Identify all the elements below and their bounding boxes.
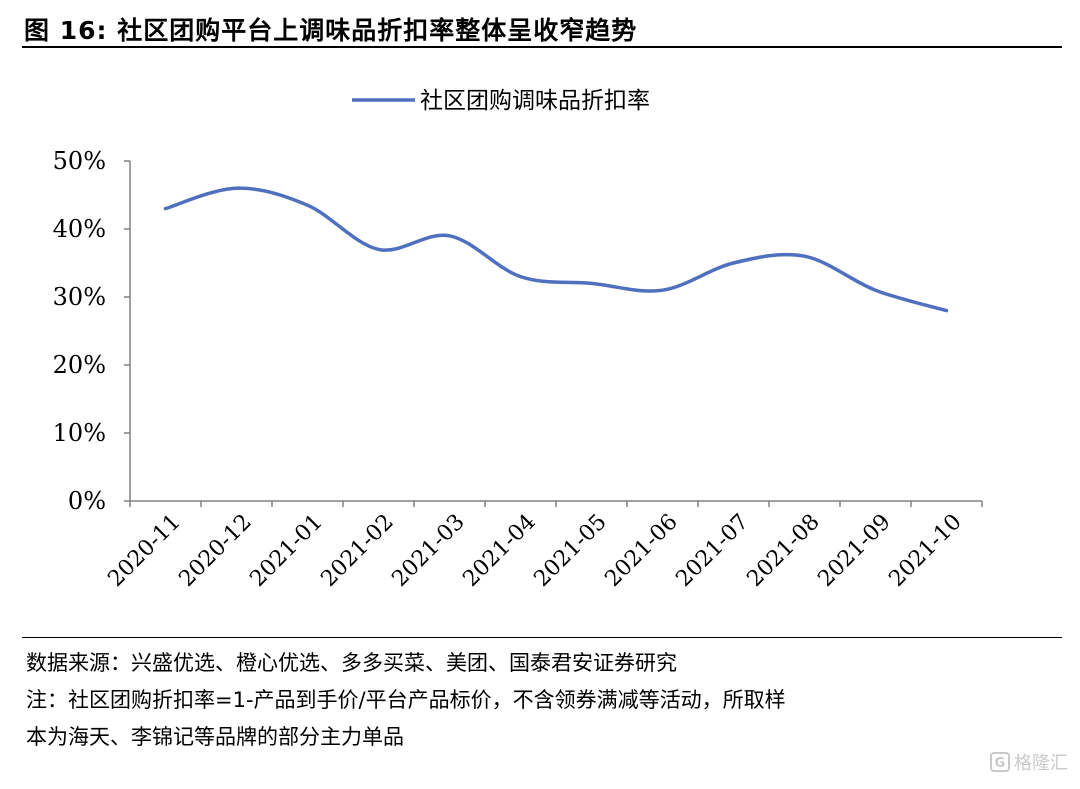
gelonghui-logo-icon: G — [990, 752, 1010, 772]
footnote-line-1: 注：社区团购折扣率=1-产品到手价/平台产品标价，不含领券满减等活动，所取样 — [26, 688, 786, 712]
watermark-text: 格隆汇 — [1014, 753, 1068, 774]
x-tick-label: 2021-03 — [387, 510, 469, 592]
x-tick-label: 2021-05 — [529, 510, 611, 592]
x-tick-label: 2021-07 — [671, 510, 753, 592]
x-tick-label: 2020-11 — [103, 510, 185, 592]
figure-notes: 数据来源：兴盛优选、橙心优选、多多买菜、美团、国泰君安证券研究 注：社区团购折扣… — [26, 645, 1056, 756]
y-tick-label: 40% — [53, 215, 106, 243]
top-rule — [22, 46, 1062, 48]
y-tick-label: 50% — [53, 147, 106, 175]
y-tick-label: 30% — [53, 283, 106, 311]
y-tick-label: 20% — [53, 351, 106, 379]
x-tick-label: 2021-02 — [316, 510, 398, 592]
figure-header: 图 16: 社区团购平台上调味品折扣率整体呈收窄趋势 — [22, 8, 1062, 45]
source-note: 数据来源：兴盛优选、橙心优选、多多买菜、美团、国泰君安证券研究 — [26, 651, 677, 675]
y-tick-label: 10% — [53, 419, 106, 447]
legend-label: 社区团购调味品折扣率 — [420, 88, 650, 114]
series-line — [163, 186, 949, 313]
x-tick-label: 2021-09 — [813, 510, 895, 592]
x-tick-label: 2020-12 — [174, 510, 256, 592]
bottom-rule — [22, 637, 1062, 638]
x-tick-label: 2021-01 — [245, 510, 327, 592]
x-tick-label: 2021-08 — [742, 510, 824, 592]
x-tick-label: 2021-10 — [884, 510, 966, 592]
x-tick-label: 2021-04 — [458, 510, 540, 592]
watermark: G 格隆汇 — [990, 749, 1068, 775]
footnote-line-2: 本为海天、李锦记等品牌的部分主力单品 — [26, 725, 404, 749]
figure-title: 图 16: 社区团购平台上调味品折扣率整体呈收窄趋势 — [24, 16, 638, 45]
line-chart: 0%10%20%30%40%50%2020-112020-122021-0120… — [53, 88, 983, 592]
x-tick-label: 2021-06 — [600, 510, 682, 592]
y-tick-label: 0% — [68, 487, 106, 515]
